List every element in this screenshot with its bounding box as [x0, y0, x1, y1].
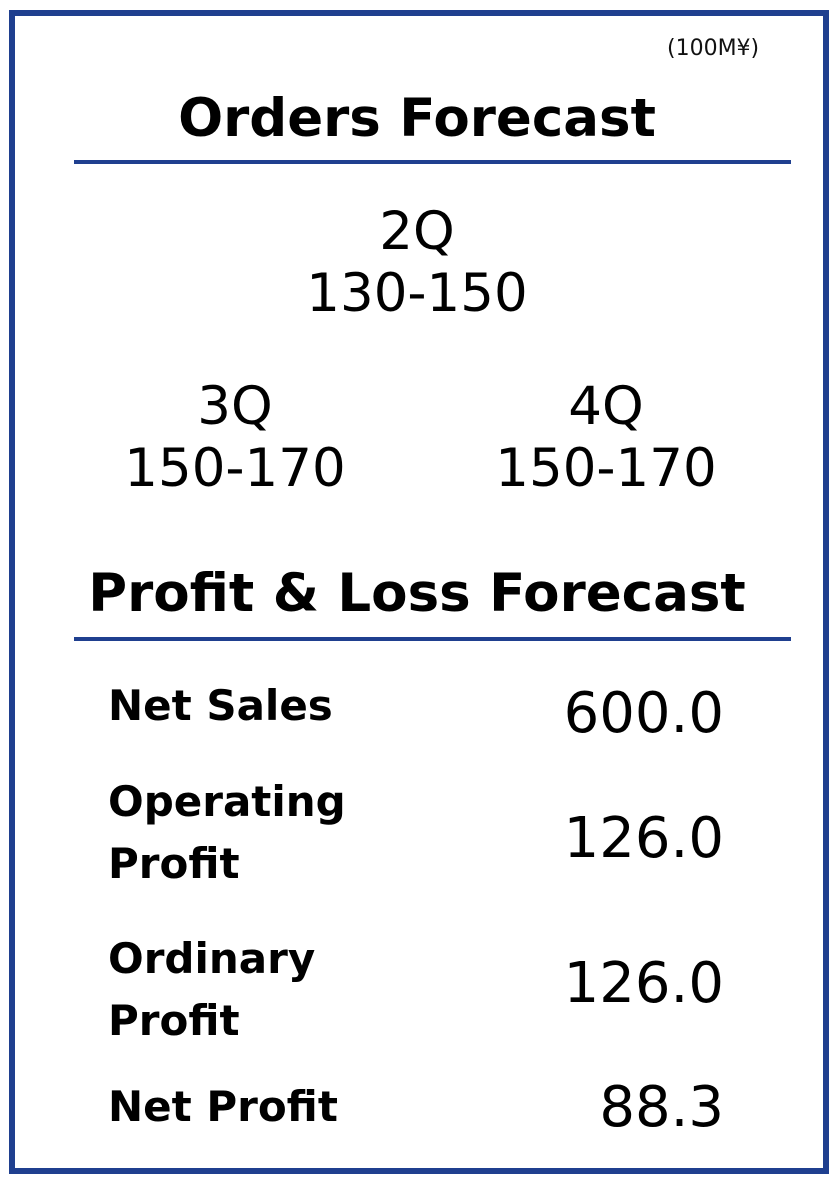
quarter-4q-range: 150-170	[495, 438, 717, 499]
quarter-2q-range: 130-150	[306, 263, 528, 324]
net-sales-label: Net Sales	[108, 675, 333, 737]
ordinary-profit-value: 126.0	[563, 951, 724, 1016]
operating-profit-label-line-2: Profit	[108, 839, 240, 888]
quarter-4q-label: 4Q	[568, 376, 644, 437]
ordinary-profit-label: Ordinary Profit	[108, 928, 315, 1052]
net-profit-label: Net Profit	[108, 1076, 338, 1138]
net-profit-value: 88.3	[599, 1075, 724, 1140]
pl-forecast-title: Profit & Loss Forecast	[88, 563, 746, 624]
ordinary-profit-label-line-1: Ordinary	[108, 934, 316, 983]
net-sales-label-line: Net Sales	[108, 681, 333, 730]
net-profit-label-line: Net Profit	[108, 1082, 338, 1131]
forecast-card	[9, 10, 829, 1174]
operating-profit-value: 126.0	[563, 806, 724, 871]
orders-divider	[74, 160, 791, 164]
quarter-2q: 2Q 130-150	[267, 201, 567, 325]
operating-profit-label: Operating Profit	[108, 771, 346, 895]
unit-label: (100M¥)	[667, 36, 760, 61]
quarter-3q-label: 3Q	[197, 376, 273, 437]
pl-divider	[74, 637, 791, 641]
net-sales-value: 600.0	[563, 681, 724, 746]
quarter-4q: 4Q 150-170	[456, 376, 756, 500]
operating-profit-label-line-1: Operating	[108, 777, 346, 826]
ordinary-profit-label-line-2: Profit	[108, 996, 240, 1045]
quarter-3q-range: 150-170	[124, 438, 346, 499]
orders-forecast-title: Orders Forecast	[178, 88, 656, 149]
quarter-3q: 3Q 150-170	[85, 376, 385, 500]
quarter-2q-label: 2Q	[379, 201, 455, 262]
